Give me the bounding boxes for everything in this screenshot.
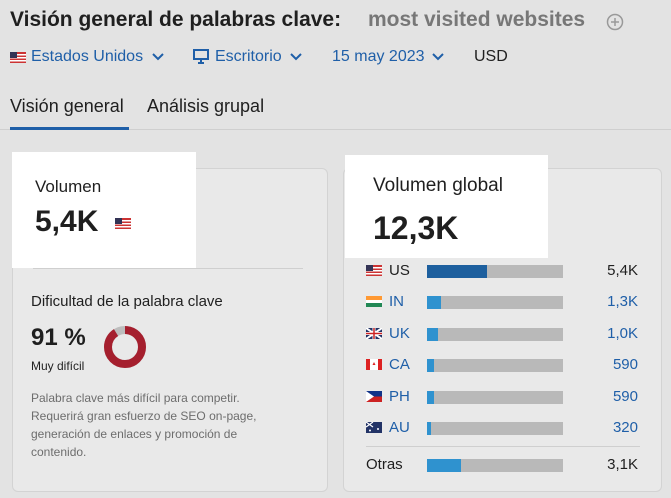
chevron bbox=[152, 53, 164, 61]
tab-underline bbox=[10, 127, 129, 130]
bar bbox=[427, 422, 431, 435]
description-line: generación de enlaces y promoción de bbox=[31, 427, 238, 441]
country-code: UK bbox=[389, 324, 410, 342]
bar bbox=[427, 359, 434, 373]
country-code: Otras bbox=[366, 456, 403, 473]
country-code: PH bbox=[389, 387, 410, 405]
highlight bbox=[345, 155, 548, 258]
country-value: 1,3K bbox=[607, 293, 638, 311]
divider bbox=[366, 446, 640, 447]
country-value: 5,4K bbox=[607, 262, 638, 279]
difficulty-donut bbox=[104, 326, 146, 368]
country-code: CA bbox=[389, 356, 410, 374]
volume-label: Volumen bbox=[35, 177, 102, 196]
currency: USD bbox=[474, 48, 508, 65]
highlight bbox=[12, 152, 196, 268]
country-code: AU bbox=[389, 419, 410, 436]
bar bbox=[427, 296, 442, 310]
device-select[interactable]: Escritorio bbox=[215, 48, 282, 65]
global-volume-label: Volumen global bbox=[373, 175, 503, 196]
flag bbox=[366, 359, 382, 371]
bar-track bbox=[427, 296, 563, 310]
country-value: 320 bbox=[612, 419, 638, 436]
difficulty-level: Muy difícil bbox=[31, 359, 85, 373]
tab-divider bbox=[0, 129, 671, 130]
bar-track bbox=[427, 390, 563, 404]
us-flag bbox=[10, 52, 26, 63]
divider bbox=[33, 268, 303, 269]
flag bbox=[366, 327, 382, 339]
country-value: 3,1K bbox=[607, 456, 638, 473]
difficulty-value: 91 % bbox=[31, 324, 86, 351]
bar bbox=[427, 390, 434, 404]
add-icon[interactable] bbox=[606, 13, 624, 31]
database-select[interactable]: Estados Unidos bbox=[31, 48, 144, 65]
date-select[interactable]: 15 may 2023 bbox=[332, 48, 425, 65]
country-value: 590 bbox=[612, 387, 638, 405]
page-title: Visión general de palabras clave: bbox=[10, 8, 342, 31]
flag bbox=[366, 422, 382, 433]
tab-active[interactable]: Visión general bbox=[10, 96, 124, 116]
flag bbox=[366, 296, 382, 308]
chevron bbox=[432, 53, 444, 61]
bar bbox=[427, 459, 462, 472]
us-flag bbox=[115, 218, 131, 229]
tab[interactable]: Análisis grupal bbox=[147, 96, 265, 116]
bar bbox=[427, 327, 439, 341]
description-line: Requerirá gran esfuerzo de SEO on-page, bbox=[31, 409, 257, 423]
global-volume-value: 12,3K bbox=[373, 210, 459, 246]
donut-arc bbox=[104, 326, 146, 368]
flag bbox=[366, 390, 382, 402]
country-value: 590 bbox=[612, 356, 638, 374]
chevron bbox=[290, 53, 302, 61]
flag bbox=[366, 265, 382, 276]
bar-track bbox=[427, 359, 563, 373]
keyword: most visited websites bbox=[368, 8, 586, 31]
desktop-icon bbox=[193, 49, 209, 64]
volume-value: 5,4K bbox=[35, 205, 99, 238]
description-line: contenido. bbox=[31, 445, 87, 459]
bar-track bbox=[427, 422, 563, 435]
country-code: US bbox=[389, 262, 410, 279]
difficulty-description: Palabra clave más difícil para competir.… bbox=[31, 389, 256, 461]
description-line: Palabra clave más difícil para competir. bbox=[31, 391, 240, 405]
bar bbox=[427, 265, 487, 278]
difficulty-label: Dificultad de la palabra clave bbox=[31, 293, 223, 310]
country-code: IN bbox=[389, 293, 404, 311]
country-value: 1,0K bbox=[607, 324, 638, 342]
bar-track bbox=[427, 327, 563, 341]
